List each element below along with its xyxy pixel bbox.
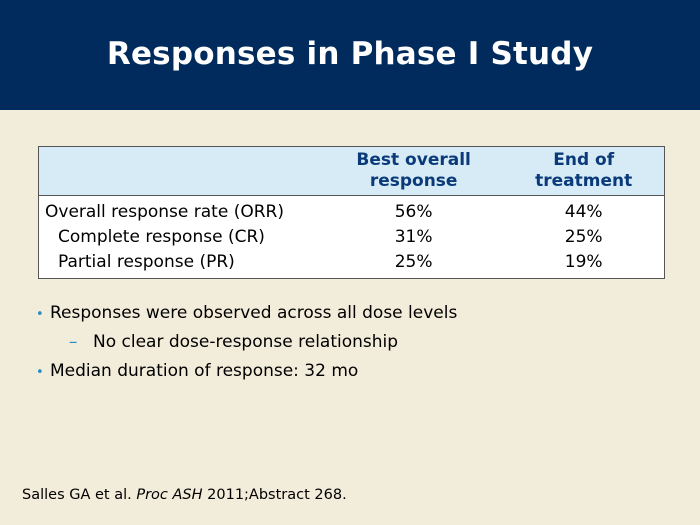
table-row: Partial response (PR) 25% 19% bbox=[39, 250, 665, 279]
bullet-dot-icon: • bbox=[36, 365, 44, 380]
table-row: Overall response rate (ORR) 56% 44% bbox=[39, 196, 665, 226]
row-label: Complete response (CR) bbox=[58, 227, 265, 247]
dash-icon: – bbox=[69, 332, 78, 352]
best-overall-value: 31% bbox=[394, 227, 433, 247]
title-bar bbox=[0, 0, 700, 110]
table-header-best-overall: Best overall response bbox=[323, 146, 504, 196]
table-header-empty bbox=[38, 146, 324, 196]
citation-journal: Proc ASH bbox=[136, 487, 203, 503]
bullet-list: • Responses were observed across all dose… bbox=[36, 302, 676, 389]
bullet-dot-icon: • bbox=[36, 307, 44, 322]
bullet-text: Median duration of response: 32 mo bbox=[50, 361, 359, 381]
best-overall-value: 56% bbox=[394, 202, 433, 222]
response-table: Best overall response End of treatment O… bbox=[38, 146, 665, 279]
end-of-treatment-value: 25% bbox=[564, 227, 603, 247]
end-of-treatment-value: 19% bbox=[564, 252, 603, 272]
bullet-item: • Responses were observed across all dose… bbox=[36, 302, 676, 331]
bullet-item: • Median duration of response: 32 mo bbox=[36, 360, 676, 389]
sub-bullet-item: – No clear dose-response relationship bbox=[36, 331, 676, 360]
header-line: treatment bbox=[535, 171, 633, 191]
bullet-text: Responses were observed across all dose … bbox=[50, 303, 458, 323]
row-label: Overall response rate (ORR) bbox=[45, 202, 284, 222]
table-header-row: Best overall response End of treatment bbox=[38, 146, 665, 196]
citation-authors: Salles GA et al. bbox=[22, 487, 132, 503]
citation: Salles GA et al. Proc ASH 2011;Abstract … bbox=[22, 487, 347, 503]
table-row: Complete response (CR) 31% 25% bbox=[39, 225, 665, 250]
end-of-treatment-value: 44% bbox=[564, 202, 603, 222]
table-header-end-of-treatment: End of treatment bbox=[503, 146, 665, 196]
sub-bullet-text: No clear dose-response relationship bbox=[93, 332, 399, 352]
row-label: Partial response (PR) bbox=[58, 252, 235, 272]
best-overall-value: 25% bbox=[394, 252, 433, 272]
slide-title: Responses in Phase I Study bbox=[106, 36, 594, 72]
header-line: response bbox=[369, 171, 458, 191]
header-line: End of bbox=[553, 150, 615, 170]
citation-reference: 2011;Abstract 268. bbox=[207, 487, 347, 503]
header-line: Best overall bbox=[356, 150, 471, 170]
